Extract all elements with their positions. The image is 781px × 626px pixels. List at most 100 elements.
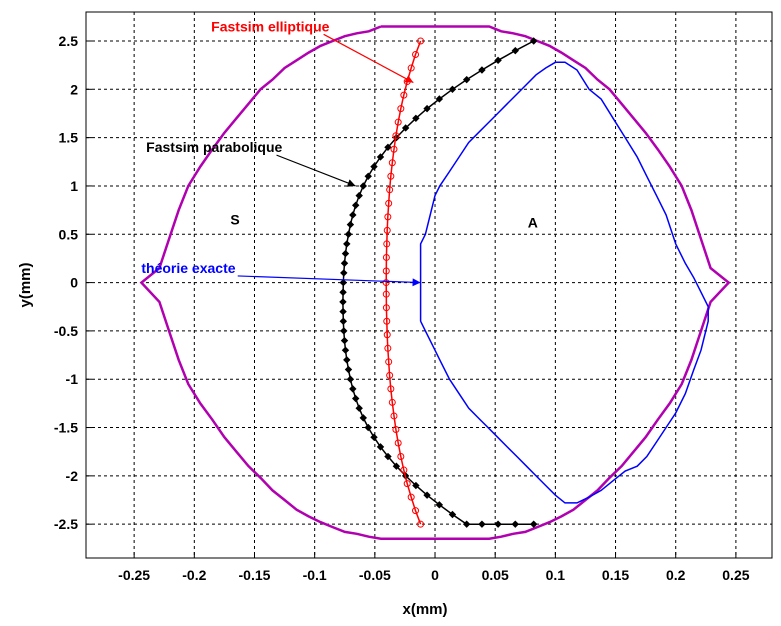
series-point <box>412 114 420 123</box>
series-point <box>355 404 363 412</box>
series-point <box>364 423 372 432</box>
y-tick-label: -2 <box>66 468 79 484</box>
annotation-arrow <box>237 275 421 287</box>
series-point <box>359 414 367 422</box>
y-tick-label: -2.5 <box>54 516 78 532</box>
x-tick-label: 0.05 <box>482 567 509 583</box>
series-point <box>384 213 392 221</box>
series-point <box>339 288 347 296</box>
series-point <box>340 259 349 267</box>
series-point <box>423 491 431 499</box>
series-point <box>346 375 355 383</box>
series-point <box>407 64 415 72</box>
series-point <box>346 220 355 229</box>
annotation-label: Fastsim elliptique <box>211 18 329 34</box>
series-point <box>494 56 502 65</box>
series-point <box>448 510 457 519</box>
series-point <box>349 385 357 393</box>
series-point <box>341 346 350 354</box>
x-tick-label: -0.1 <box>303 567 327 583</box>
x-tick-label: -0.2 <box>182 567 206 583</box>
x-tick-label: 0 <box>431 567 439 583</box>
y-tick-label: 1 <box>70 178 78 194</box>
series-point <box>478 66 486 74</box>
series-point <box>382 304 390 312</box>
series-point <box>386 186 394 194</box>
series-point <box>435 501 444 509</box>
series-point <box>383 331 391 339</box>
series-point <box>370 433 378 441</box>
y-axis-label: y(mm) <box>17 262 34 307</box>
series-point <box>390 412 398 420</box>
series-point <box>392 425 400 433</box>
series-point <box>339 307 347 316</box>
series-point <box>344 365 353 374</box>
series-point <box>383 240 391 248</box>
series-point <box>382 267 390 275</box>
series-point <box>387 385 395 393</box>
series-point <box>400 466 408 474</box>
series-point <box>382 279 390 287</box>
y-tick-label: -1 <box>66 371 79 387</box>
x-tick-label: -0.15 <box>239 567 271 583</box>
annotation-label: A <box>528 215 538 231</box>
series-point <box>394 439 402 447</box>
series-point <box>412 481 420 490</box>
series-point <box>376 153 385 161</box>
series-point <box>390 145 398 153</box>
series-point <box>435 95 444 103</box>
series-point <box>448 85 457 94</box>
series-point <box>384 344 392 352</box>
x-tick-label: 0.25 <box>722 567 749 583</box>
annotation-arrow <box>323 33 414 84</box>
x-tick-label: -0.05 <box>359 567 391 583</box>
series-point <box>388 159 396 167</box>
series-point <box>339 278 348 287</box>
annotation-arrow <box>276 154 356 187</box>
annotations: Fastsim elliptique Fastsim parabolique thé… <box>141 18 538 287</box>
series-point <box>359 182 367 190</box>
series-point <box>387 172 395 180</box>
series-point <box>339 317 348 325</box>
series-point <box>343 240 351 248</box>
series-point <box>403 480 411 488</box>
series-point <box>401 124 410 132</box>
series-point <box>412 51 420 59</box>
x-tick-label: 0.1 <box>546 567 566 583</box>
series-line <box>139 25 731 540</box>
series-point <box>339 298 347 306</box>
series-point <box>388 398 396 406</box>
series-point <box>340 336 349 345</box>
y-tick-label: 1.5 <box>59 130 79 146</box>
series-point <box>382 253 390 261</box>
y-tick-label: 2 <box>70 81 78 97</box>
series-point <box>386 371 394 379</box>
y-tick-label: -0.5 <box>54 323 78 339</box>
x-axis-label: x(mm) <box>402 601 447 618</box>
series-line <box>419 61 709 504</box>
annotation-label: Fastsim parabolique <box>146 139 282 155</box>
series-point <box>343 356 351 364</box>
x-tick-label: 0.15 <box>602 567 629 583</box>
series-point <box>370 162 378 171</box>
series-point <box>462 75 471 84</box>
annotation-label: théorie exacte <box>141 260 235 276</box>
series-point <box>341 249 350 258</box>
series-point <box>392 132 400 140</box>
series-point <box>382 290 390 298</box>
series-point <box>478 520 486 528</box>
series-point <box>529 37 538 45</box>
series-point <box>529 520 538 528</box>
series-point <box>462 520 471 528</box>
series-point <box>344 230 353 238</box>
series-point <box>383 226 391 234</box>
series-point <box>351 394 360 403</box>
series-point <box>355 191 363 200</box>
plot-area <box>86 12 772 558</box>
x-tick-label: -0.25 <box>118 567 150 583</box>
series-point <box>511 520 519 528</box>
y-tick-label: -1.5 <box>54 420 78 436</box>
series-point <box>349 211 357 219</box>
series-point <box>351 201 360 209</box>
